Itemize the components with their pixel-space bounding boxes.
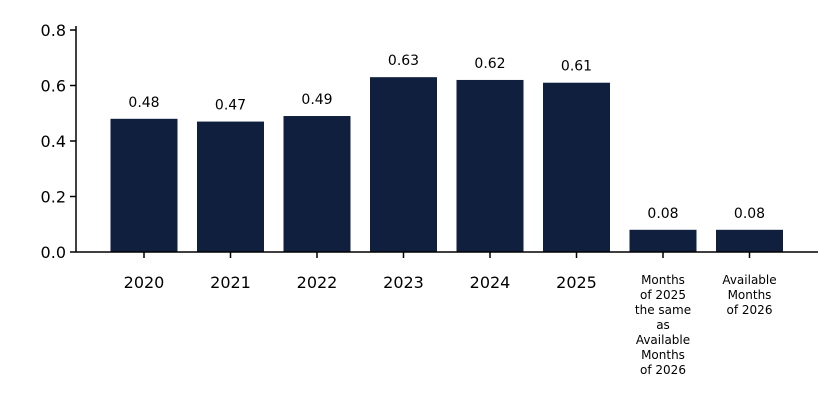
x-tick-label: 2021 (210, 273, 251, 292)
bar-value-label: 0.63 (388, 53, 419, 69)
x-tick-label-line: Months (728, 288, 772, 302)
x-tick-label-line: Available (636, 333, 690, 347)
y-axis: 0.0 0.2 0.4 0.6 0.8 (41, 21, 77, 262)
y-tick-label: 0.6 (41, 77, 66, 96)
bar-value-label: 0.08 (647, 206, 678, 222)
bar (370, 77, 437, 252)
x-tick-label-line: Months (641, 273, 685, 287)
y-tick-label: 0.2 (41, 188, 66, 207)
x-tick-label-line: the same (635, 303, 691, 317)
x-tick-label-line: of 2026 (727, 303, 773, 317)
x-tick-label: Months of 2025 the same as Available Months of… (635, 273, 691, 377)
bar-value-label: 0.62 (474, 56, 505, 72)
bar (543, 82, 610, 252)
bar (197, 121, 264, 252)
bar (629, 229, 697, 252)
x-tick-label: Available Months of 2026 (722, 273, 776, 317)
bar (283, 116, 351, 253)
bar (110, 118, 178, 252)
bar-value-labels: 0.48 0.47 0.49 0.63 0.62 0.61 0.08 0.08 (128, 53, 765, 222)
bars-group (110, 77, 783, 253)
x-tick-label: 2025 (556, 273, 597, 292)
y-tick-label: 0.0 (41, 243, 66, 262)
bar (716, 229, 783, 252)
bar-value-label: 0.47 (215, 98, 246, 114)
bar-value-label: 0.08 (734, 206, 765, 222)
x-tick-label: 2022 (297, 273, 338, 292)
x-tick-label: 2023 (383, 273, 424, 292)
bar-value-label: 0.48 (128, 95, 159, 111)
x-tick-label: 2024 (470, 273, 511, 292)
x-tick-label-line: Months (641, 348, 685, 362)
x-tick-label-line: of 2026 (640, 363, 686, 377)
bar-value-label: 0.49 (301, 92, 332, 108)
x-tick-label-line: Available (722, 273, 776, 287)
bar-value-label: 0.61 (561, 59, 592, 75)
x-tick-label-line: of 2025 (640, 288, 686, 302)
bar (456, 79, 524, 252)
x-tick-label-line: as (656, 318, 670, 332)
x-tick-label: 2020 (124, 273, 165, 292)
y-tick-label: 0.4 (41, 132, 66, 151)
x-axis: 2020 2021 2022 2023 2024 2025 Months of 2025 the… (76, 251, 818, 377)
y-tick-label: 0.8 (41, 21, 66, 40)
